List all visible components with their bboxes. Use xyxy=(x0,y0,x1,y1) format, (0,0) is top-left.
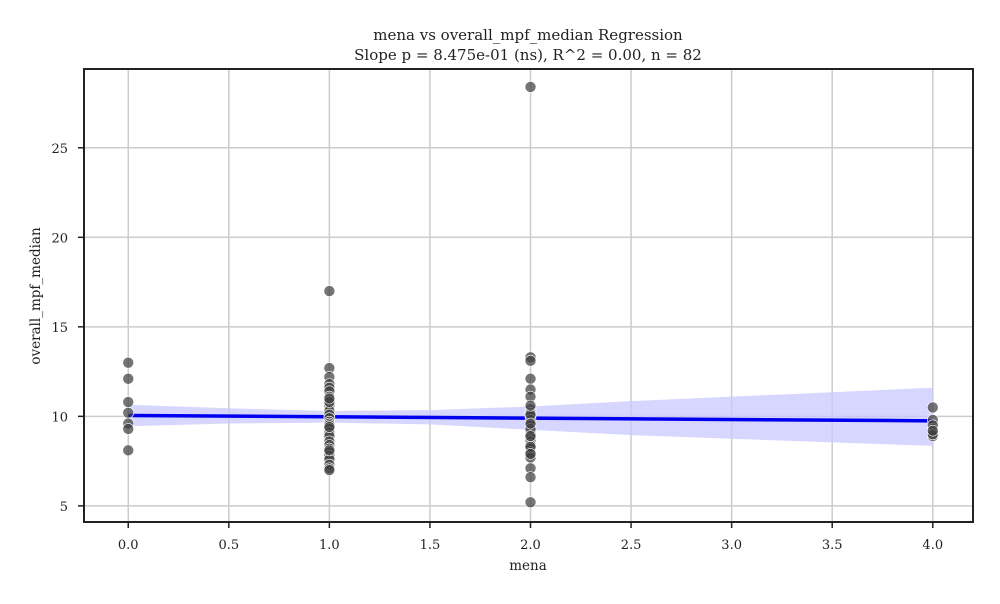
y-tick-label: 20 xyxy=(51,231,68,246)
plot-frame xyxy=(83,68,974,523)
data-point xyxy=(926,401,939,414)
x-tick-label: 3.0 xyxy=(721,538,742,553)
data-point xyxy=(926,424,939,437)
y-tick-label: 15 xyxy=(51,321,68,336)
data-point xyxy=(323,392,336,405)
data-point xyxy=(323,444,336,457)
x-axis-label: mena xyxy=(509,558,547,574)
data-point xyxy=(122,406,135,419)
y-tick-label: 5 xyxy=(60,500,68,515)
data-point xyxy=(524,496,537,509)
x-tick-label: 4.0 xyxy=(922,538,943,553)
data-point xyxy=(524,399,537,412)
x-tick-label: 1.0 xyxy=(319,538,340,553)
scatter-points xyxy=(122,81,939,509)
chart-title: mena vs overall_mpf_median Regression xyxy=(373,26,683,44)
x-tick-label: 0.5 xyxy=(218,538,239,553)
x-tick-label: 2.5 xyxy=(621,538,642,553)
data-point xyxy=(524,430,537,442)
data-point xyxy=(122,423,135,435)
data-point xyxy=(122,372,135,385)
data-point xyxy=(524,417,537,430)
y-tick-label: 25 xyxy=(51,142,68,157)
data-point xyxy=(524,372,537,385)
data-point xyxy=(323,464,336,476)
y-axis-label: overall_mpf_median xyxy=(28,227,44,365)
data-point xyxy=(323,285,336,297)
data-point xyxy=(122,356,135,369)
data-point xyxy=(524,448,537,460)
data-point xyxy=(122,444,135,457)
data-point xyxy=(122,396,135,408)
x-tick-label: 3.5 xyxy=(822,538,843,553)
data-point xyxy=(323,421,336,433)
x-tick-label: 2.0 xyxy=(520,538,541,553)
data-point xyxy=(524,471,537,484)
x-tick-label: 0.0 xyxy=(118,538,139,553)
x-tick-label: 1.5 xyxy=(420,538,441,553)
data-point xyxy=(524,81,537,93)
y-tick-label: 10 xyxy=(51,410,68,425)
chart-subtitle: Slope p = 8.475e-01 (ns), R^2 = 0.00, n … xyxy=(354,46,702,64)
axes: 0.0 0.5 1.0 1.5 2.0 2.5 3.0 3.5 4.0 5 10 15 20 25 xyxy=(51,68,974,553)
data-point xyxy=(524,355,537,367)
